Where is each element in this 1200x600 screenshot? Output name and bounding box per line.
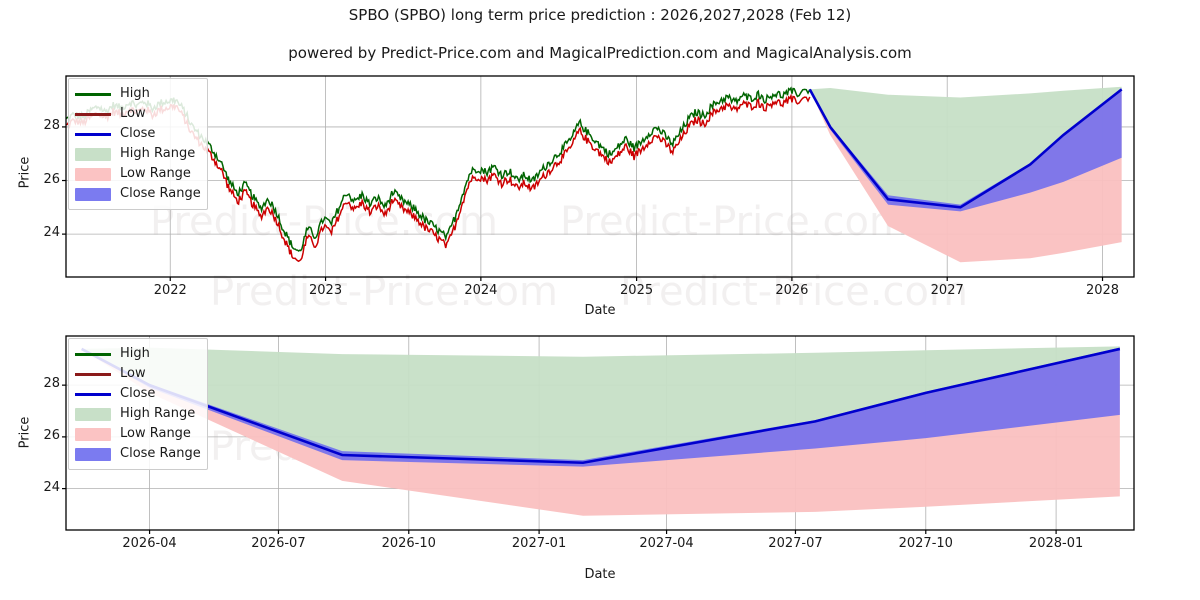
low-range-band bbox=[81, 348, 1120, 516]
legend-item-low: Low bbox=[75, 364, 199, 384]
x-tick-label: 2027-07 bbox=[768, 536, 823, 551]
legend-item-high-range: High Range bbox=[75, 404, 199, 424]
x-tick-label: 2026-10 bbox=[381, 536, 436, 551]
page-title: SPBO (SPBO) long term price prediction :… bbox=[348, 6, 852, 24]
legend-label: High bbox=[120, 86, 150, 101]
legend-swatch-high-icon bbox=[75, 352, 111, 356]
legend-label: Close bbox=[120, 126, 156, 141]
legend-item-close: Close bbox=[75, 124, 199, 144]
bottom-chart-legend: High Low Close High Range Low Range Close Ran… bbox=[68, 338, 208, 470]
legend-swatch-close-range-icon bbox=[75, 447, 111, 461]
legend-label: High Range bbox=[120, 146, 196, 161]
legend-swatch-high-range-icon bbox=[75, 147, 111, 161]
top-chart-svg: Predict-Price.com Predict-Price.comPredic… bbox=[62, 75, 1135, 315]
legend-item-high: High bbox=[75, 344, 199, 364]
legend-swatch-close-range-icon bbox=[75, 187, 111, 201]
close-line bbox=[808, 88, 1123, 209]
high-range-band bbox=[809, 86, 1122, 208]
legend-swatch-high-icon bbox=[75, 92, 111, 96]
x-tick-label: 2028-01 bbox=[1028, 536, 1084, 551]
close-range-band bbox=[81, 347, 1120, 467]
legend-item-low-range: Low Range bbox=[75, 424, 199, 444]
legend-swatch-close-icon bbox=[75, 392, 111, 396]
legend-item-close: Close bbox=[75, 384, 199, 404]
legend-item-close-range: Close Range bbox=[75, 444, 201, 464]
x-tick-label: 2027-10 bbox=[898, 536, 953, 551]
x-tick-label: 2026-04 bbox=[122, 536, 177, 551]
legend-swatch-low-range-icon bbox=[75, 427, 111, 441]
legend-item-low-range: Low Range bbox=[75, 164, 199, 184]
axes-frame bbox=[65, 75, 1135, 278]
x-tick-label: 2027 bbox=[930, 283, 964, 298]
y-tick-label: 28 bbox=[43, 376, 60, 392]
legend-label: Close Range bbox=[120, 446, 201, 461]
top-chart-panel: Predict-Price.com Predict-Price.com Predic… bbox=[0, 70, 1200, 320]
legend-label: Close bbox=[120, 386, 156, 401]
legend-label: Low Range bbox=[120, 426, 191, 441]
bottom-x-axis-label: Date bbox=[584, 567, 616, 582]
y-tick-label: 24 bbox=[43, 479, 60, 495]
x-tick-label: 2027-01 bbox=[511, 536, 567, 551]
y-tick-label: 28 bbox=[43, 117, 60, 133]
close-range-band bbox=[809, 88, 1122, 212]
legend-swatch-low-range-icon bbox=[75, 167, 111, 181]
legend-label: High Range bbox=[120, 406, 196, 421]
legend-swatch-low-icon bbox=[75, 112, 111, 116]
x-tick-label: 2023 bbox=[309, 283, 343, 298]
legend-item-low: Low bbox=[75, 104, 199, 124]
legend-swatch-low-icon bbox=[75, 372, 111, 376]
legend-label: Low Range bbox=[120, 166, 191, 181]
legend-label: Low bbox=[120, 106, 146, 121]
x-tick-label: 2024 bbox=[464, 283, 498, 298]
top-chart-legend: High Low Close High Range Low Range Close Ran… bbox=[68, 78, 208, 210]
y-tick-label: 24 bbox=[43, 225, 60, 241]
legend-item-high: High bbox=[75, 84, 199, 104]
legend-label: Low bbox=[120, 366, 146, 381]
y-tick-label: 26 bbox=[43, 427, 60, 443]
legend-item-high-range: High Range bbox=[75, 144, 199, 164]
x-tick-label: 2025 bbox=[620, 283, 654, 298]
page-subtitle: powered by Predict-Price.com and Magical… bbox=[288, 44, 912, 62]
legend-swatch-close-icon bbox=[75, 132, 111, 136]
svg-text:Predict-Price.com: Predict-Price.com bbox=[560, 199, 908, 245]
x-tick-label: 2028 bbox=[1085, 283, 1120, 298]
x-tick-label: 2022 bbox=[153, 283, 187, 298]
legend-label: Close Range bbox=[120, 186, 201, 201]
low-range-band bbox=[809, 89, 1122, 263]
legend-label: High bbox=[120, 346, 150, 361]
top-x-axis-label: Date bbox=[584, 303, 616, 318]
x-tick-label: 2026-07 bbox=[251, 536, 306, 551]
axes-frame bbox=[65, 335, 1135, 531]
x-tick-label: 2026 bbox=[775, 283, 809, 298]
x-tick-label: 2027-04 bbox=[639, 536, 694, 551]
legend-item-close-range: Close Range bbox=[75, 184, 201, 204]
y-tick-label: 26 bbox=[43, 171, 60, 187]
legend-swatch-high-range-icon bbox=[75, 407, 111, 421]
high-range-band bbox=[81, 346, 1120, 463]
